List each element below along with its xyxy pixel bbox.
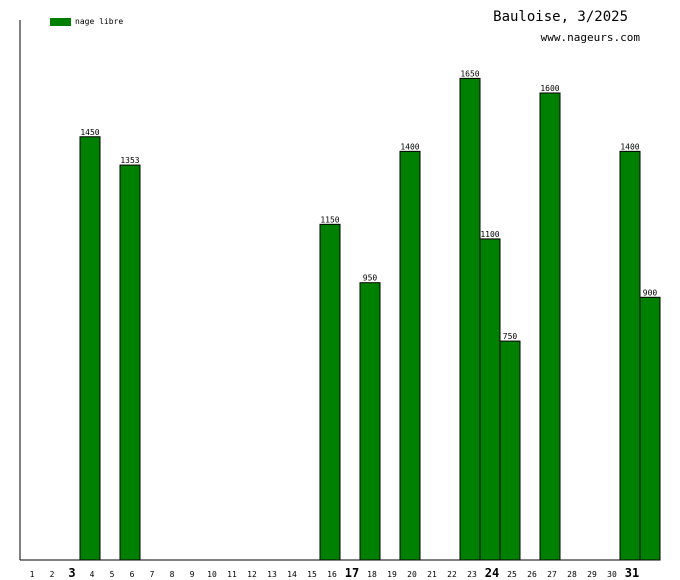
x-tick-label-9: 9 [190, 570, 195, 579]
bar-value-label-day-5: 1353 [120, 156, 139, 165]
bar-value-label-day-17: 950 [363, 274, 378, 283]
x-tick-label-19: 19 [387, 570, 397, 579]
bar-labels-group: 1450 1353 1150 950 1400 1650 1100 750 1600 1400 90… [80, 69, 657, 341]
x-tick-label-3: 3 [68, 566, 75, 580]
legend-swatch-nage-libre [50, 17, 71, 26]
bar-value-label-day-19: 1400 [400, 142, 419, 151]
bar-day-24 [499, 340, 521, 561]
bars-group [79, 77, 661, 561]
bar-day-23 [479, 238, 501, 561]
bar-day-19 [399, 150, 421, 561]
bar-value-label-day-24: 750 [503, 332, 518, 341]
x-tick-label-26: 26 [527, 570, 537, 579]
bar-value-label-day-23: 1100 [480, 230, 499, 239]
x-tick-label-13: 13 [267, 570, 277, 579]
chart-subtitle: www.nageurs.com [540, 31, 640, 44]
x-tick-label-27: 27 [547, 570, 557, 579]
x-tick-label-20: 20 [407, 570, 417, 579]
x-tick-label-14: 14 [287, 570, 297, 579]
x-tick-label-28: 28 [567, 570, 577, 579]
x-tick-label-21: 21 [427, 570, 437, 579]
bar-day-3 [79, 136, 101, 561]
legend-label-nage-libre: nage libre [75, 17, 124, 26]
x-tick-label-31: 31 [625, 566, 639, 580]
x-tick-label-5: 5 [110, 570, 115, 579]
x-tick-labels-group: 1 2 3 4 5 6 7 8 9 10 11 12 13 14 15 16 17 18 19 20 21 22 23 24 2… [30, 566, 640, 580]
x-tick-label-10: 10 [207, 570, 217, 579]
x-tick-label-30: 30 [607, 570, 617, 579]
chart-title: Bauloise, 3/2025 [493, 9, 628, 25]
bar-day-17 [359, 282, 381, 561]
bar-day-22 [459, 77, 481, 561]
x-tick-label-16: 16 [327, 570, 337, 579]
x-tick-label-22: 22 [447, 570, 457, 579]
bar-day-26 [539, 92, 561, 561]
x-tick-label-29: 29 [587, 570, 597, 579]
x-tick-label-6: 6 [130, 570, 135, 579]
x-tick-label-8: 8 [170, 570, 175, 579]
x-tick-label-1: 1 [30, 570, 35, 579]
bar-value-label-day-26: 1600 [540, 84, 559, 93]
x-tick-label-25: 25 [507, 570, 517, 579]
x-tick-label-15: 15 [307, 570, 317, 579]
bar-day-30 [619, 150, 641, 561]
x-tick-label-12: 12 [247, 570, 257, 579]
bar-value-label-day-30: 1400 [620, 142, 639, 151]
x-tick-label-11: 11 [227, 570, 237, 579]
bar-value-label-day-15: 1150 [320, 215, 339, 224]
x-tick-label-23: 23 [467, 570, 477, 579]
legend: nage libre [50, 17, 123, 26]
x-tick-label-7: 7 [150, 570, 155, 579]
bar-value-label-day-22: 1650 [460, 69, 479, 78]
bar-day-5 [119, 164, 141, 561]
x-tick-label-24: 24 [485, 566, 499, 580]
bar-day-15 [319, 223, 341, 561]
bar-value-label-day-31: 900 [643, 288, 658, 297]
bar-day-31 [639, 296, 661, 561]
x-tick-label-4: 4 [90, 570, 95, 579]
x-tick-label-2: 2 [50, 570, 55, 579]
x-tick-label-18: 18 [367, 570, 377, 579]
bar-value-label-day-3: 1450 [80, 128, 99, 137]
x-tick-label-17: 17 [345, 566, 359, 580]
